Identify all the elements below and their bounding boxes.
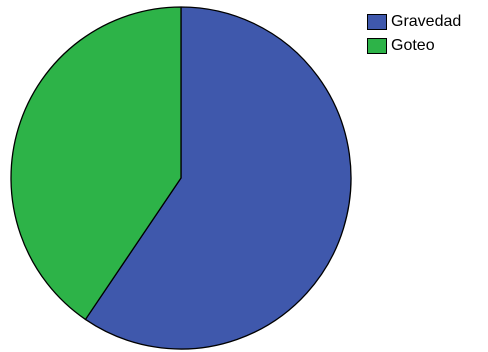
legend-swatch-gravedad [367,13,387,30]
pie-slice-goteo [10,6,182,321]
legend-swatch-goteo [367,37,387,54]
legend-label-goteo: Goteo [391,36,435,54]
legend-label-gravedad: Gravedad [391,12,462,30]
legend-item-gravedad: Gravedad [367,11,461,32]
pie-slice-gravedad [84,6,352,350]
chart-legend: Gravedad Goteo [367,11,461,59]
legend-item-goteo: Goteo [367,35,461,56]
